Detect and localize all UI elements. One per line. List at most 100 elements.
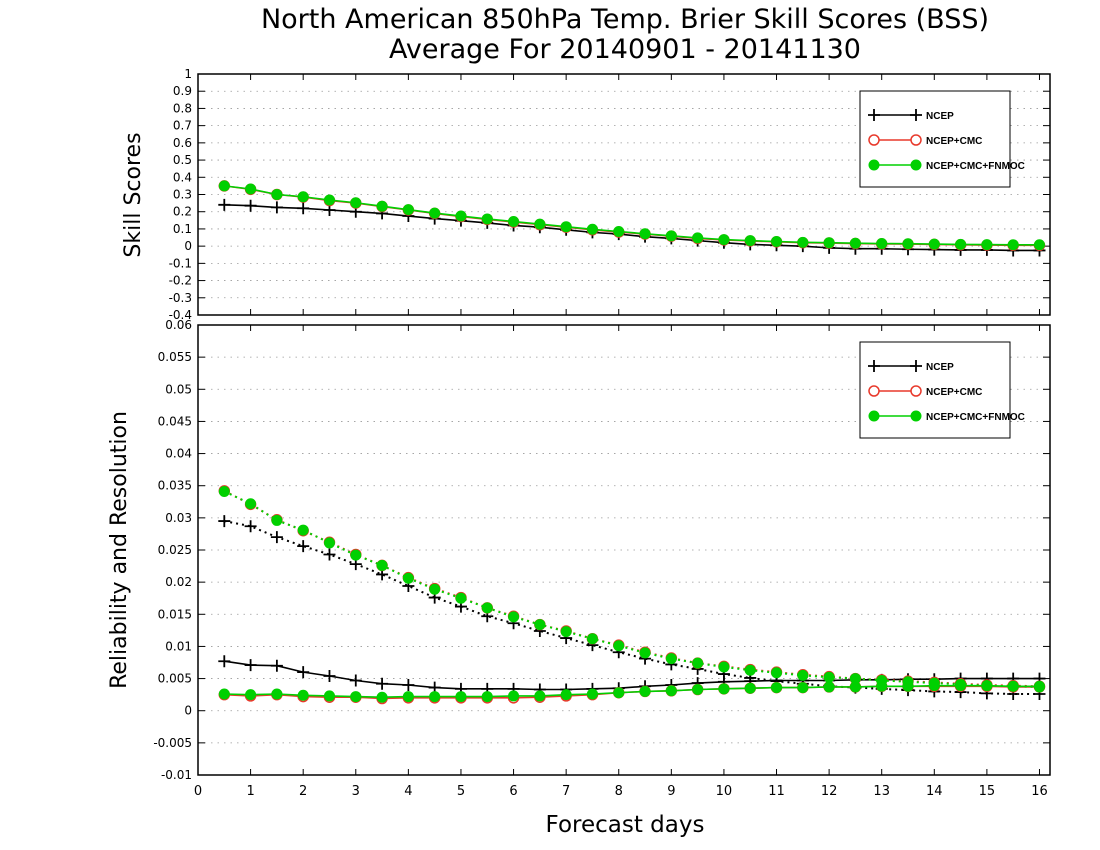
x-tick-label: 12 [821,784,838,799]
data-point [508,690,520,702]
y-tick-label: 0.7 [173,119,192,133]
series-line [224,660,1040,691]
data-point [218,515,231,528]
data-point [481,602,493,614]
y-tick-label: 0.055 [158,350,192,364]
data-point [429,207,441,219]
y-tick-label: 0.02 [165,575,192,589]
x-tick-label: 7 [562,784,570,799]
legend-marker [868,109,880,121]
data-point [508,611,520,623]
data-point [1033,681,1045,693]
data-point [297,524,309,536]
skill-score-panel: -0.4 -0.3 -0.2 -0.1 0 0.1 0.2 0.3 0.4 0.5 0.6 0.7 0.… [169,67,1051,322]
data-point [218,198,231,211]
data-point [244,199,257,212]
legend-label: NCEP [926,111,954,122]
data-point [271,514,283,526]
data-point [613,687,625,699]
data-point [508,216,520,228]
data-point [297,689,309,701]
data-point [797,682,809,694]
legend-marker [868,134,880,146]
data-point [350,549,362,561]
data-point [560,221,572,233]
series-line [224,520,1040,695]
data-point [613,640,625,652]
data-point [639,228,651,240]
data-point [402,679,415,691]
y-tick-label: 0.3 [173,188,192,202]
y-tick-label: 0.9 [173,84,192,98]
legend-marker [910,385,922,397]
reliability-resolution-panel: -0.01 -0.005 0 0.005 0.01 0.015 0.02 0.025 0.03 0… [153,318,1051,799]
legend-box [859,341,1011,439]
data-point [665,653,677,665]
data-point [560,626,572,638]
data-point [245,498,257,510]
y-tick-label: -0.005 [153,736,192,750]
x-axis-label: Forecast days [546,812,705,838]
y-tick-label: 0.2 [173,205,192,219]
data-point [771,235,783,247]
data-point [323,537,335,549]
data-point [955,238,967,250]
data-point [534,690,546,702]
data-point [323,690,335,702]
data-point [902,676,914,688]
data-point [1007,239,1019,251]
y-axis-label-reliability: Reliability and Resolution [107,411,132,689]
data-point [297,191,309,203]
data-point [928,677,940,689]
data-point [955,678,967,690]
data-point [297,540,310,553]
y-tick-label: 0 [184,704,192,718]
y-tick-label: 0.01 [165,639,192,653]
data-point [481,213,493,225]
data-point [665,230,677,242]
legend-box [859,90,1011,188]
y-tick-label: 0.035 [158,479,192,493]
y-tick-label: 0.05 [165,382,192,396]
data-point [218,180,230,192]
chart-title-line2: Average For 20140901 - 20141130 [389,34,861,65]
x-tick-label: 15 [979,784,996,799]
data-point [270,201,283,214]
data-point [455,592,467,604]
legend-marker [910,410,922,422]
x-tick-label: 1 [246,784,254,799]
legend-marker [868,360,880,372]
x-tick-label: 13 [873,784,890,799]
x-tick-label: 16 [1031,784,1048,799]
y-tick-label: 0.6 [173,136,192,150]
data-point [245,183,257,195]
data-point [349,674,362,687]
data-point [323,194,335,206]
data-point [586,688,598,700]
y-tick-label: 0.8 [173,101,192,115]
data-point [1033,239,1045,251]
x-tick-label: 2 [299,784,307,799]
data-point [718,234,730,246]
x-tick-label: 3 [352,784,360,799]
data-point [797,236,809,248]
legend-label: NCEP+CMC [926,136,982,147]
legend-label: NCEP [926,362,954,373]
data-point [297,202,310,215]
data-point [402,204,414,216]
data-point [534,619,546,631]
y-tick-label: 0.03 [165,511,192,525]
data-point [560,689,572,701]
y-tick-label: 1 [184,67,192,81]
x-tick-label: 8 [615,784,623,799]
data-point [586,633,598,645]
data-point [534,218,546,230]
x-tick-label: 11 [768,784,785,799]
data-point [692,232,704,244]
data-point [297,666,310,679]
data-point [402,691,414,703]
data-point [455,691,467,703]
data-point [218,655,231,668]
legend-marker [910,159,922,171]
data-point [744,664,756,676]
